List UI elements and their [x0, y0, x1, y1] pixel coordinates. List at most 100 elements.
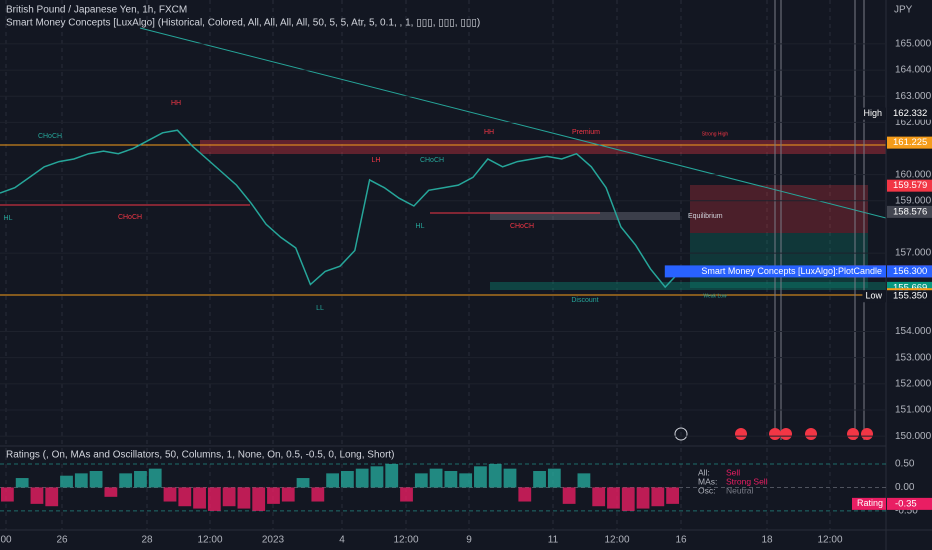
smc-label: Premium	[572, 129, 600, 136]
osc-column	[459, 473, 473, 488]
osc-column	[400, 487, 413, 502]
smc-label: LL	[316, 305, 324, 312]
osc-column	[592, 487, 606, 507]
event-icon[interactable]	[735, 428, 747, 440]
osc-column	[577, 473, 591, 488]
x-tick-label: 16	[675, 535, 687, 546]
osc-column	[252, 487, 266, 511]
y-tick-label: 162.000	[895, 117, 932, 128]
osc-column	[89, 471, 103, 488]
event-icons	[674, 427, 873, 441]
smc-label: Equilibrium	[688, 213, 723, 220]
price-tag-name-bg	[862, 290, 886, 303]
osc-column	[636, 487, 650, 509]
osc-column	[178, 487, 192, 507]
smc-label: CHoCH	[510, 223, 534, 230]
y-tick-label: 164.000	[895, 65, 932, 76]
event-icon[interactable]	[805, 428, 817, 440]
price-tag-bg	[887, 107, 932, 120]
osc-tick-label: -0.50	[895, 506, 918, 517]
osc-column	[60, 475, 73, 488]
osc-tick-label: 0.50	[895, 459, 915, 470]
event-icon[interactable]	[769, 428, 781, 440]
osc-column	[104, 487, 118, 497]
rating-tag-name: Rating	[857, 498, 883, 508]
osc-column	[429, 468, 443, 488]
osc-legend-value: Neutral	[726, 485, 754, 495]
smc-label: LH	[372, 157, 381, 164]
x-tick-label: 00	[0, 535, 12, 546]
osc-column	[267, 487, 280, 504]
smc-label: Weak Low	[703, 293, 727, 299]
x-tick-label: 18	[761, 535, 773, 546]
osc-column	[15, 478, 29, 488]
x-tick-label: 11	[548, 535, 559, 546]
price-tag: 159.579	[893, 180, 927, 191]
osc-column	[30, 487, 44, 504]
event-icon[interactable]	[780, 428, 792, 440]
price-line	[0, 129, 681, 289]
osc-column	[296, 478, 310, 488]
y-tick-label: 165.000	[895, 39, 932, 50]
osc-column	[621, 487, 635, 511]
x-tick-label: 28	[141, 535, 153, 546]
osc-column	[1, 487, 14, 502]
event-icon[interactable]	[861, 428, 873, 440]
x-tick-label: 12:00	[817, 535, 842, 546]
osc-column	[74, 473, 88, 488]
y-tick-label: 152.000	[895, 378, 932, 389]
price-tag-bg	[887, 290, 932, 303]
smc-label: HL	[416, 223, 425, 230]
premium-zone	[200, 140, 886, 154]
price-tag-name: High	[863, 108, 882, 118]
smc-label: HL	[4, 215, 13, 222]
smc-label: HH	[171, 100, 181, 107]
oscillator-title: Ratings (, On, MAs and Oscillators, 50, …	[6, 450, 395, 461]
osc-column	[193, 487, 206, 509]
osc-column	[148, 468, 162, 488]
trend-line	[139, 27, 887, 219]
rating-tag: -0.35	[895, 498, 917, 509]
osc-column	[45, 487, 59, 507]
osc-column	[533, 471, 546, 488]
y-tick-label: 160.000	[895, 169, 932, 180]
currency: JPY	[894, 5, 913, 16]
event-icon[interactable]	[674, 427, 688, 441]
price-tag-bg	[887, 136, 932, 149]
y-tick-label: 154.000	[895, 326, 932, 337]
osc-column	[666, 487, 679, 504]
osc-column	[503, 468, 517, 488]
osc-column	[474, 466, 487, 488]
osc-column	[207, 487, 221, 511]
chart-title: British Pound / Japanese Yen, 1h, FXCM	[6, 5, 187, 16]
y-tick-label: 163.000	[895, 91, 932, 102]
rating-tag-name-bg	[852, 497, 886, 510]
osc-column	[134, 471, 147, 488]
price-tag-bg	[887, 179, 932, 192]
osc-column	[326, 473, 339, 488]
osc-legend-key: Osc:	[698, 485, 715, 495]
event-icon[interactable]	[847, 428, 859, 440]
equilibrium-zone	[490, 212, 680, 220]
price-tag: 162.332	[893, 108, 927, 119]
osc-column	[311, 487, 325, 502]
smc-label: HH	[484, 129, 494, 136]
osc-legend-key: MAs:	[698, 476, 717, 486]
osc-column	[488, 463, 502, 488]
price-tag-name-bg	[664, 265, 886, 278]
x-tick-label: 4	[339, 535, 345, 546]
price-tag-bg	[887, 205, 932, 218]
osc-column	[237, 487, 251, 509]
y-tick-label: 159.000	[895, 195, 932, 206]
price-tag: 158.576	[893, 206, 927, 217]
osc-column	[547, 468, 561, 488]
osc-legend-key: All:	[698, 467, 710, 477]
price-tag-name: Low	[865, 291, 882, 301]
price-tag: 155.350	[893, 291, 927, 302]
price-tag-bg	[887, 265, 932, 278]
x-tick-label: 12:00	[604, 535, 629, 546]
osc-column	[607, 487, 620, 509]
osc-column	[651, 487, 665, 507]
price-tag: 161.225	[893, 137, 927, 148]
price-tag: 156.300	[893, 266, 927, 277]
